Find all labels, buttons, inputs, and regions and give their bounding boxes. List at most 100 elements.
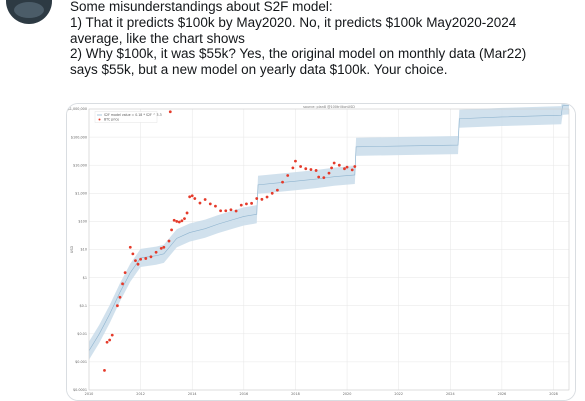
price-point: [309, 168, 313, 171]
price-point: [245, 202, 248, 206]
price-point: [185, 211, 189, 215]
price-point: [281, 180, 284, 184]
price-point: [291, 166, 295, 170]
price-point: [286, 174, 290, 177]
x-tick-label: 2024: [446, 392, 455, 396]
y-tick-label: $0.1: [79, 304, 87, 308]
price-point: [159, 246, 163, 250]
y-tick-label: $0.001: [75, 360, 87, 364]
chart-title: source: plan8 @100trillionUSD: [303, 105, 355, 109]
price-point: [123, 271, 127, 275]
x-tick-label: 2012: [136, 392, 145, 396]
legend-box: [94, 111, 158, 123]
price-point: [343, 167, 346, 171]
y-tick-label: $10: [81, 248, 87, 252]
tweet-text: Some misunderstandings about S2F model: …: [70, 0, 570, 78]
price-point: [188, 195, 192, 199]
model-confidence-band: [89, 104, 569, 360]
price-point: [229, 208, 233, 212]
model-line: [88, 105, 570, 351]
price-point: [345, 165, 349, 169]
price-points: [103, 110, 357, 372]
model-band: [89, 104, 569, 360]
price-point: [203, 198, 207, 201]
x-tick-label: 2020: [343, 392, 352, 396]
price-point: [260, 197, 264, 201]
price-point: [330, 166, 333, 170]
y-tick-label: $1,000: [75, 192, 87, 196]
price-point: [224, 209, 228, 213]
price-point: [337, 163, 341, 167]
price-point: [177, 220, 181, 224]
price-point: [190, 194, 194, 198]
price-point: [175, 220, 179, 223]
price-point: [275, 188, 279, 192]
price-point: [168, 110, 172, 114]
x-tick-label: 2014: [188, 392, 197, 396]
x-tick-label: 2010: [85, 392, 94, 396]
price-point: [332, 161, 336, 165]
price-point: [255, 197, 259, 200]
price-point: [144, 257, 148, 260]
price-point: [294, 159, 297, 163]
price-point: [108, 338, 112, 342]
price-point: [115, 304, 119, 308]
price-point: [105, 340, 109, 344]
chart-axes: $1,000,000 $100,000 $10,000 $1,000 $100 $10 $1…: [68, 105, 570, 396]
s2f-chart: $1,000,000 $100,000 $10,000 $1,000 $100 $10 $1…: [67, 104, 575, 400]
price-point: [162, 245, 166, 249]
model-value-line: [88, 105, 570, 351]
tweet-line-5: says $55k, but a new model on yearly dat…: [70, 62, 448, 78]
price-point: [121, 282, 124, 286]
tweet-line-4: 2) Why $100k, it was $55k? Yes, the orig…: [70, 46, 527, 62]
y-tick-label: $10,000: [73, 163, 87, 167]
price-point: [198, 201, 202, 205]
price-point: [154, 250, 158, 254]
price-point: [270, 191, 274, 195]
price-point: [322, 176, 326, 180]
price-point: [110, 333, 114, 337]
price-point: [167, 239, 171, 243]
price-point: [219, 209, 223, 213]
price-point: [149, 255, 153, 259]
price-point: [172, 218, 176, 222]
price-point: [239, 203, 243, 207]
avatar[interactable]: [6, 0, 52, 24]
price-point: [170, 228, 173, 232]
price-point: [304, 167, 308, 171]
price-point: [134, 259, 137, 263]
x-tick-label: 2022: [394, 392, 403, 396]
price-point: [314, 169, 318, 172]
y-axis-label: USD: [70, 245, 74, 253]
price-point: [250, 201, 253, 205]
price-point: [265, 195, 269, 199]
price-point: [193, 197, 197, 200]
tweet-line-2: 1) That it predicts $100k by May2020. No…: [70, 14, 517, 30]
price-point: [208, 202, 212, 206]
price-point: [180, 219, 184, 223]
x-tick-label: 2026: [498, 392, 507, 396]
price-point: [234, 209, 238, 213]
y-tick-label: $0.0001: [73, 388, 87, 392]
y-tick-label: $1: [83, 276, 87, 280]
legend-entry-price: BTC price: [104, 118, 119, 122]
price-point: [183, 217, 186, 221]
price-point: [353, 165, 357, 168]
plot-frame: [88, 108, 570, 391]
price-point: [131, 252, 135, 256]
x-tick-label: 2016: [240, 392, 249, 396]
legend-swatch-price: [98, 118, 101, 121]
price-point: [136, 262, 140, 266]
price-point: [139, 257, 143, 261]
x-tick-label: 2018: [291, 392, 300, 396]
y-tick-label: $100: [78, 220, 87, 224]
tweet-line-3: average, like the chart shows: [70, 30, 245, 46]
price-point: [118, 295, 122, 299]
price-point: [128, 245, 132, 249]
legend-entry-model: S2F model value = 0.18 * S2F ^ 3.3: [104, 113, 162, 117]
y-tick-label: $1,000,000: [68, 107, 87, 111]
price-point: [350, 168, 354, 172]
price-point: [103, 368, 106, 372]
tweet-media-image[interactable]: $1,000,000 $100,000 $10,000 $1,000 $100 $10 $1…: [66, 103, 576, 401]
